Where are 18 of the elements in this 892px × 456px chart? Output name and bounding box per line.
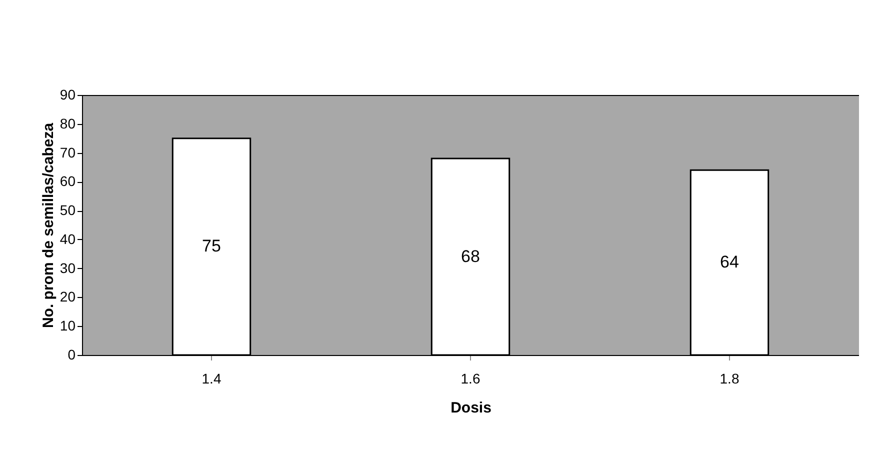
x-axis-title: Dosis bbox=[450, 400, 492, 416]
x-tick-label: 1.4 bbox=[202, 370, 222, 386]
data-label: 75 bbox=[202, 236, 221, 256]
y-tick-label: 0 bbox=[68, 346, 76, 362]
y-tick-label: 60 bbox=[60, 173, 76, 190]
y-tick-label: 20 bbox=[60, 288, 76, 305]
y-tick-label: 90 bbox=[60, 86, 76, 102]
y-tick-label: 70 bbox=[60, 144, 76, 160]
y-axis-title: No. prom de semillas/cabeza bbox=[40, 122, 57, 328]
y-tick-label: 40 bbox=[60, 230, 76, 247]
y-tick-label: 10 bbox=[60, 318, 76, 334]
y-tick-label: 50 bbox=[60, 202, 76, 218]
x-tick-label: 1.6 bbox=[460, 370, 480, 386]
x-tick-label: 1.8 bbox=[720, 370, 740, 386]
data-label: 64 bbox=[720, 252, 739, 272]
data-label: 68 bbox=[461, 246, 480, 266]
y-tick-label: 80 bbox=[60, 115, 76, 132]
y-tick-label: 30 bbox=[60, 260, 76, 276]
